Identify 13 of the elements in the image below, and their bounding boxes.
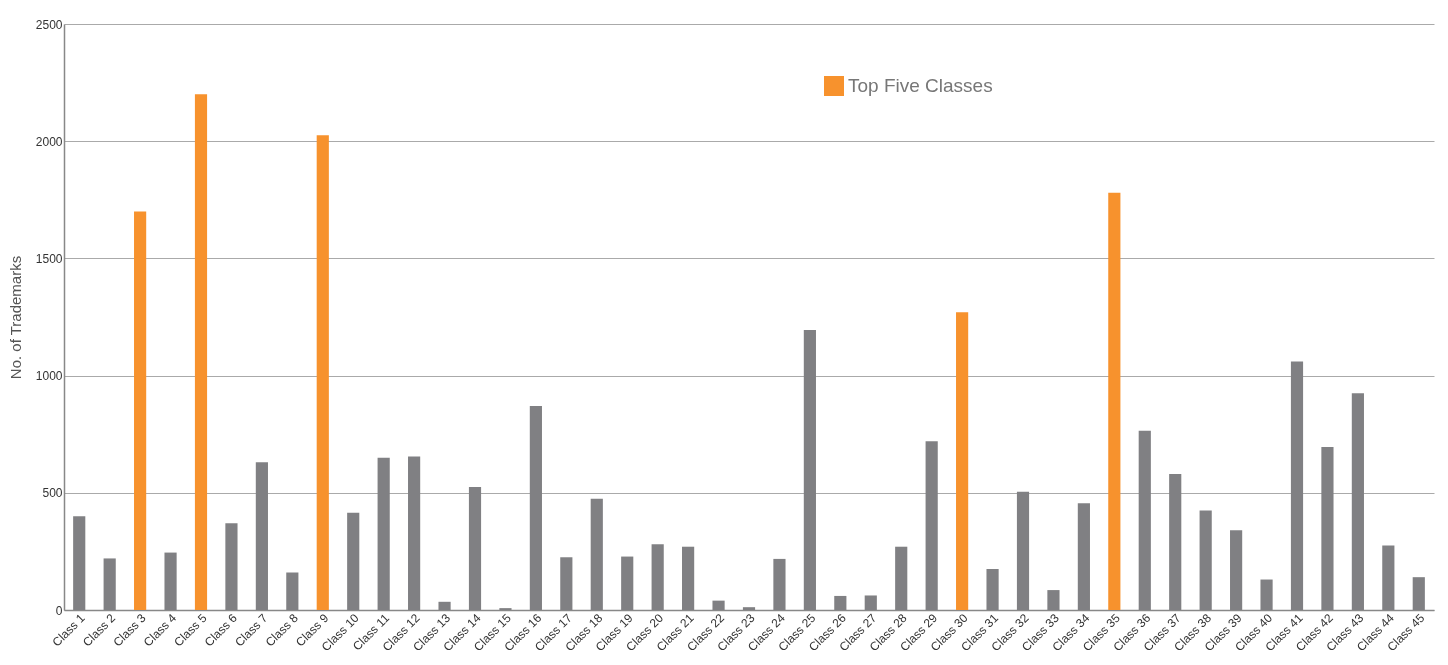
y-tick-label: 0 [55, 603, 63, 618]
legend-label: Top Five Classes [848, 75, 993, 96]
bar [316, 135, 329, 610]
y-tick-label: 1000 [35, 369, 63, 384]
bar [134, 211, 147, 610]
y-tick-label: 2500 [35, 17, 63, 32]
y-tick-label: 1500 [35, 251, 63, 266]
bar [956, 312, 969, 610]
y-tick-label: 500 [42, 486, 63, 501]
y-axis-title: No. of Trademarks [6, 255, 24, 380]
bar [194, 94, 208, 610]
y-tick-label: 2000 [35, 134, 63, 149]
bar [1108, 192, 1121, 610]
